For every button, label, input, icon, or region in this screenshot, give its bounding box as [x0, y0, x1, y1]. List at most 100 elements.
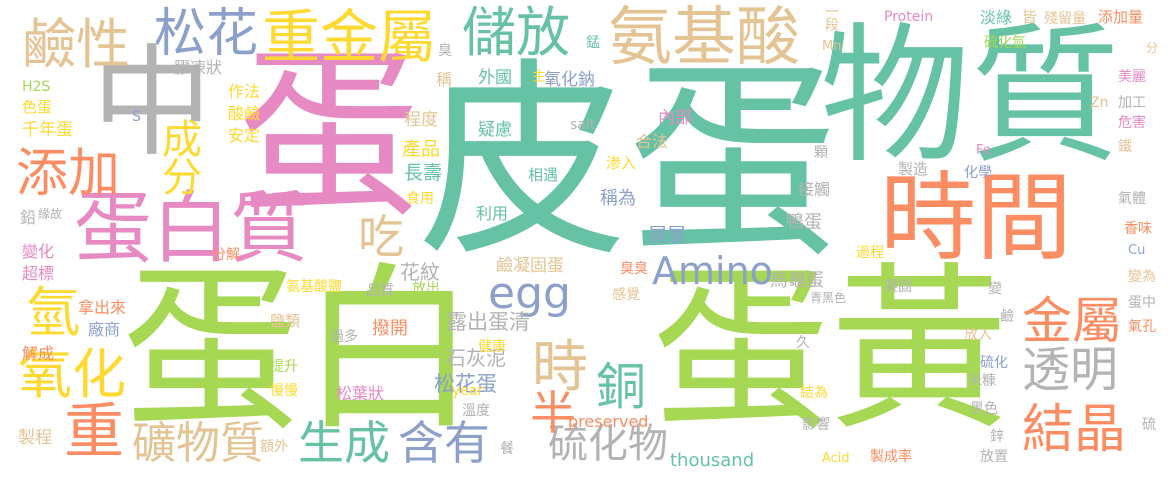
word-wendu: 溫度 — [462, 403, 490, 419]
word-kuangwuzhi: 礦物質 — [132, 418, 264, 469]
word-chufang: 儲放 — [462, 1, 570, 64]
word-chou: 臭 — [438, 43, 452, 59]
word-bian: 變 — [988, 281, 1002, 297]
word-shihuini: 石灰泥 — [446, 346, 506, 370]
word-liuhuawu: 硫化物 — [548, 421, 668, 467]
word-year: year — [452, 383, 484, 399]
word-xiangwei: 香味 — [1124, 221, 1152, 237]
word-chanpin: 產品 — [402, 138, 441, 160]
word-pidan: 皮蛋 — [418, 40, 839, 285]
word-shiyong: 食用 — [406, 191, 434, 207]
word-yanlei: 鹽類 — [270, 312, 301, 330]
word-changshou: 長壽 — [404, 162, 443, 184]
word-yiduan: 一段 — [823, 4, 839, 31]
word-hanyou: 含有 — [398, 416, 490, 470]
word-jiejing: 結晶 — [1022, 400, 1127, 460]
word-danbai: 蛋白 — [122, 247, 478, 454]
word-fangru: 放入 — [964, 327, 992, 343]
word-fangzhi: 放置 — [980, 449, 1008, 465]
word-guocheng: 過程 — [856, 245, 884, 261]
word-wuzhi: 物質 — [820, 10, 1121, 184]
word-zuofa: 作法 — [228, 82, 261, 101]
word-zhichenglv: 製成率 — [870, 449, 912, 465]
word-liuhua: 硫化 — [980, 355, 1008, 371]
word-qikong: 氣孔 — [1128, 319, 1156, 335]
word-yingxiang: 影響 — [802, 417, 830, 433]
word-jiagong: 加工 — [1118, 95, 1146, 111]
word-liuhuaqing: 硫化氫 — [984, 35, 1026, 51]
word-bokai: 撥開 — [372, 318, 408, 339]
word-meili: 美麗 — [1118, 69, 1146, 85]
word-tie: 鐵 — [1118, 139, 1132, 155]
word-anjisuan: 氨基酸 — [608, 1, 800, 75]
word-zn: Zn — [1090, 95, 1109, 111]
word-jiewei: 結為 — [800, 385, 828, 401]
word-changshang: 廠商 — [88, 320, 121, 339]
word-yanghuana: 氧化鈉 — [544, 70, 595, 90]
word-wuguidan: 烏龜蛋 — [770, 270, 824, 291]
word-pinzhi: 品質 — [366, 283, 394, 299]
word-sedan: 色蛋 — [22, 98, 53, 116]
word-zhongjinshu: 重金屬 — [262, 3, 437, 71]
word-neibu: 內部 — [658, 108, 692, 128]
word-danbaizhi: 蛋白質 — [74, 184, 309, 274]
word-xin: 鋅 — [990, 429, 1004, 445]
word-can: 餐 — [500, 441, 514, 457]
word-jiaodongzhuang: 膠凍狀 — [174, 58, 223, 77]
word-shenru: 渗入 — [606, 154, 637, 172]
word-chengdu: 程度 — [404, 110, 438, 130]
word-danzhong: 蛋中 — [1128, 295, 1156, 311]
word-songhuadan: 松花蛋 — [434, 372, 497, 396]
word-qingheise: 青黑色 — [810, 291, 847, 305]
word-touming: 透明 — [1022, 342, 1119, 398]
word-zhizao: 製造 — [898, 160, 929, 178]
word-egg: egg — [488, 268, 571, 319]
word-canliuliang: 殘留量 — [1044, 11, 1086, 27]
word-cheng: 稱 — [436, 70, 453, 89]
word-shi: 時 — [532, 335, 588, 400]
word-ke: 顆 — [814, 145, 828, 161]
word-songyezhuang: 松葉狀 — [336, 384, 385, 403]
word-luchudanqing: 露出蛋清 — [446, 310, 530, 334]
word-qian: 鉛 — [20, 208, 37, 227]
word-preserved: preserved — [568, 412, 649, 431]
word-protein: Protein — [884, 9, 934, 25]
word-qiannian: 千年蛋 — [22, 120, 73, 140]
word-jinshu: 金屬 — [1022, 292, 1122, 350]
word-hefa: 合法 — [636, 132, 669, 151]
word-yilv: 疑慮 — [478, 120, 512, 140]
word-thousand: thousand — [670, 450, 755, 471]
word-heise: 黑色 — [970, 401, 998, 417]
word-zhong: 中 — [92, 34, 212, 173]
word-h2s: H2S — [22, 79, 51, 95]
word-chengfen: 成分 — [155, 118, 201, 194]
word-shengcheng: 生成 — [298, 416, 390, 470]
word-guoduo: 過多 — [330, 329, 358, 345]
word-jian: 鹼 — [1000, 309, 1014, 325]
word-jiechu: 接觸 — [798, 180, 831, 199]
word-tong: 銅 — [596, 358, 646, 416]
word-fen: 分 — [1146, 41, 1159, 55]
word-dan: 蛋 — [238, 29, 420, 241]
word-anjisuanyan: 氨基酸鹽 — [286, 279, 342, 295]
word-jiankang: 健康 — [478, 339, 506, 355]
word-huaxue: 化學 — [964, 165, 992, 181]
word-zhu: 主 — [532, 69, 546, 85]
word-weihai: 危害 — [1118, 115, 1146, 131]
word-jiu: 久 — [796, 335, 810, 351]
word-cengceng: 層層 — [648, 224, 687, 246]
word-ewai: 額外 — [260, 439, 288, 455]
word-liyong: 利用 — [476, 204, 509, 223]
word-fangchu: 放出 — [412, 281, 440, 297]
word-tianjialiang: 添加量 — [1098, 8, 1144, 26]
word-liu: 硫 — [1142, 417, 1156, 433]
word-meng: 錳 — [586, 35, 600, 51]
word-jie: 皆 — [1022, 8, 1038, 26]
word-s: S — [132, 109, 141, 125]
word-ban: 半 — [530, 386, 576, 440]
word-xiangyu: 相遇 — [528, 166, 559, 184]
word-anding: 安定 — [228, 126, 261, 145]
word-songhua: 松花 — [154, 4, 259, 64]
word-yanghua: 氧化 — [18, 343, 126, 406]
